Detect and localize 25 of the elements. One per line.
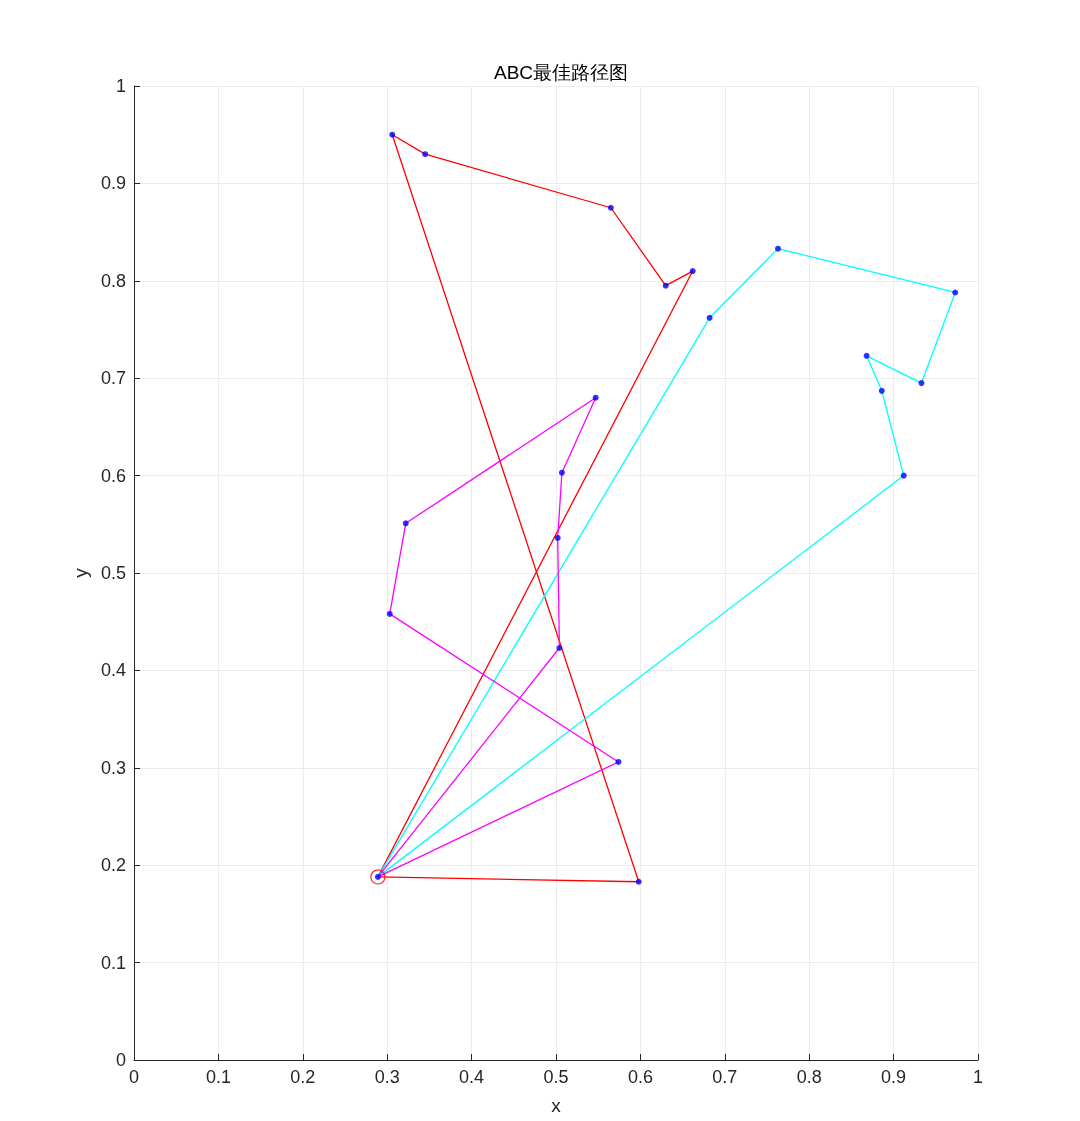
x-tick-label: 0 <box>128 1067 140 1087</box>
x-tick-label: 0.9 <box>881 1067 907 1087</box>
y-axis-title: y <box>70 567 91 578</box>
y-tick-label: 0.8 <box>100 270 126 291</box>
y-tick-label: 0.3 <box>100 757 126 778</box>
x-axis-title: x <box>551 1095 562 1116</box>
x-tick-label: 0.8 <box>796 1067 822 1087</box>
x-tick-label: 0.6 <box>627 1067 653 1087</box>
y-tick-label: 0.4 <box>100 660 126 681</box>
x-tick-label: 0.5 <box>543 1067 569 1087</box>
y-tick-label: 0 <box>115 1050 126 1070</box>
x-tick-label: 0.1 <box>205 1067 231 1087</box>
x-tick-label: 0.2 <box>290 1067 316 1087</box>
x-tick-label: 0.3 <box>374 1067 400 1087</box>
y-tick-label: 1 <box>115 76 126 96</box>
x-tick-label: 0.7 <box>712 1067 738 1087</box>
y-tick-label: 0.2 <box>100 855 126 876</box>
chart-title: ABC最佳路径图 <box>493 62 629 83</box>
y-tick-label: 0.6 <box>100 465 126 486</box>
x-tick-label: 0.4 <box>459 1067 485 1087</box>
y-tick-label: 0.1 <box>100 952 126 973</box>
y-tick-label: 0.7 <box>100 368 126 389</box>
y-tick-label: 0.5 <box>100 563 126 583</box>
y-tick-label: 0.9 <box>100 173 126 194</box>
x-tick-label: 1 <box>972 1067 984 1087</box>
